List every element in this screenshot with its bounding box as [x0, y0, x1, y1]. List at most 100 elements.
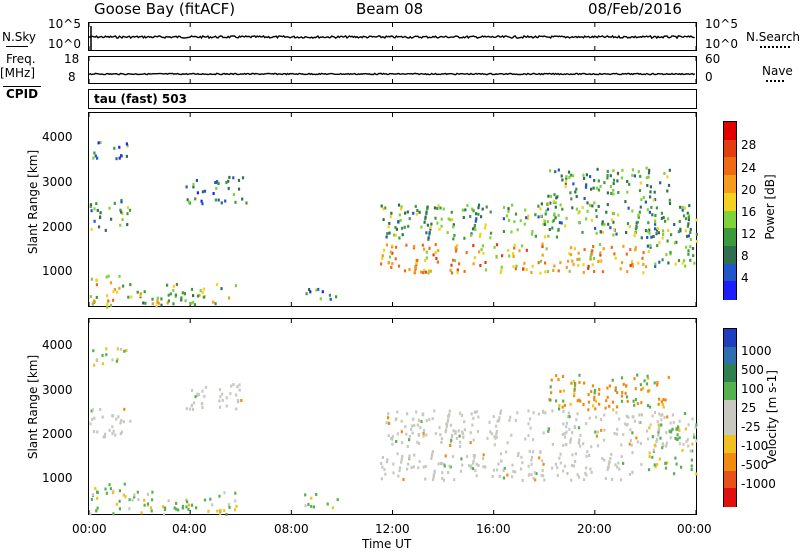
- velocity-cell: [517, 451, 520, 455]
- power-cell: [652, 198, 655, 202]
- velocity-cell: [691, 417, 694, 421]
- velocity-cell: [509, 415, 512, 419]
- power-cell: [426, 207, 429, 211]
- power-cell: [387, 261, 390, 264]
- power-cell: [195, 179, 198, 182]
- power-cell: [673, 241, 676, 245]
- power-cell: [646, 184, 649, 187]
- power-cell: [655, 232, 658, 236]
- power-cell: [688, 204, 691, 208]
- power-cell: [481, 207, 484, 211]
- power-cell: [387, 225, 390, 229]
- velocity-cell: [527, 464, 530, 468]
- power-cell: [398, 213, 401, 217]
- velocity-cell: [412, 465, 415, 469]
- velocity-cell: [218, 399, 221, 403]
- power-cell: [590, 187, 593, 191]
- velocity-cell: [115, 502, 118, 506]
- power-cell: [391, 262, 394, 266]
- power-cell: [397, 264, 401, 268]
- velocity-cell: [500, 459, 503, 463]
- velocity-cell: [440, 437, 443, 441]
- power-cell: [549, 194, 552, 198]
- velocity-cell: [648, 426, 651, 430]
- power-cell: [192, 300, 195, 304]
- velocity-cell: [562, 389, 565, 393]
- velocity-cell: [690, 468, 693, 472]
- velocity-cell: [476, 429, 479, 433]
- power-cell: [129, 283, 132, 287]
- velocity-cell: [511, 463, 514, 467]
- power-cell: [572, 182, 575, 186]
- power-cell: [227, 179, 230, 183]
- power-cell: [673, 223, 676, 226]
- velocity-cell: [631, 470, 634, 474]
- velocity-cell: [230, 384, 233, 388]
- power-cell: [558, 221, 561, 225]
- power-cell: [637, 215, 640, 219]
- velocity-cell: [678, 436, 681, 440]
- power-cell: [399, 207, 403, 211]
- power-cell: [655, 206, 658, 210]
- power-cell: [624, 200, 627, 204]
- power-cell: [570, 197, 573, 201]
- power-cell: [403, 225, 406, 229]
- power-cell: [547, 234, 550, 238]
- power-cell: [666, 189, 669, 193]
- velocity-cell: [396, 410, 399, 414]
- velocity-cell: [326, 502, 329, 506]
- power-cell: [413, 245, 416, 248]
- velocity-cell: [191, 388, 194, 392]
- velocity-cell: [608, 404, 611, 408]
- velocity-cell: [445, 425, 448, 428]
- velocity-cell: [447, 418, 450, 422]
- velocity-cell: [397, 474, 400, 478]
- power-cell: [192, 185, 195, 189]
- power-cell: [156, 299, 159, 303]
- power-cell: [474, 228, 477, 232]
- velocity-cell: [527, 434, 530, 438]
- velocity-cell: [234, 491, 237, 495]
- power-cell: [315, 288, 318, 292]
- power-cell: [151, 302, 154, 306]
- velocity-cell: [229, 392, 232, 396]
- velocity-cell: [446, 419, 449, 423]
- velocity-cell: [622, 461, 625, 465]
- power-cell: [601, 270, 604, 274]
- power-cell: [412, 211, 415, 215]
- power-cb-tick-4: 4: [741, 271, 749, 285]
- velocity-cell: [405, 432, 408, 436]
- power-cell: [424, 215, 427, 219]
- power-cell: [109, 281, 113, 285]
- velocity-cell: [218, 494, 221, 498]
- power-cell: [667, 217, 670, 221]
- velocity-cell: [599, 418, 602, 421]
- velocity-cell: [657, 433, 660, 437]
- velocity-cell: [683, 412, 687, 415]
- velocity-cell: [415, 410, 418, 414]
- velocity-cell: [472, 459, 475, 463]
- power-cell: [212, 192, 215, 195]
- velocity-cell: [93, 416, 96, 420]
- power-cell: [595, 215, 598, 219]
- nsky-underline: [6, 46, 28, 47]
- power-cell: [215, 180, 219, 184]
- velocity-cell: [380, 477, 383, 481]
- velocity-cell: [524, 437, 527, 441]
- power-cell: [461, 208, 464, 212]
- power-cell: [596, 167, 599, 171]
- velocity-cell: [412, 417, 415, 421]
- power-cell: [458, 262, 461, 266]
- velocity-ytick-3000: 3000: [42, 383, 73, 397]
- power-cell: [502, 217, 505, 221]
- velocity-cell: [695, 439, 698, 443]
- velocity-cell: [528, 417, 532, 421]
- velocity-cell: [331, 506, 334, 510]
- velocity-cell: [585, 473, 588, 477]
- velocity-cell: [431, 450, 434, 453]
- power-cell: [589, 175, 592, 179]
- velocity-cell: [603, 428, 606, 432]
- velocity-cell: [497, 418, 501, 422]
- power-cell: [525, 248, 528, 252]
- power-cell: [423, 268, 426, 272]
